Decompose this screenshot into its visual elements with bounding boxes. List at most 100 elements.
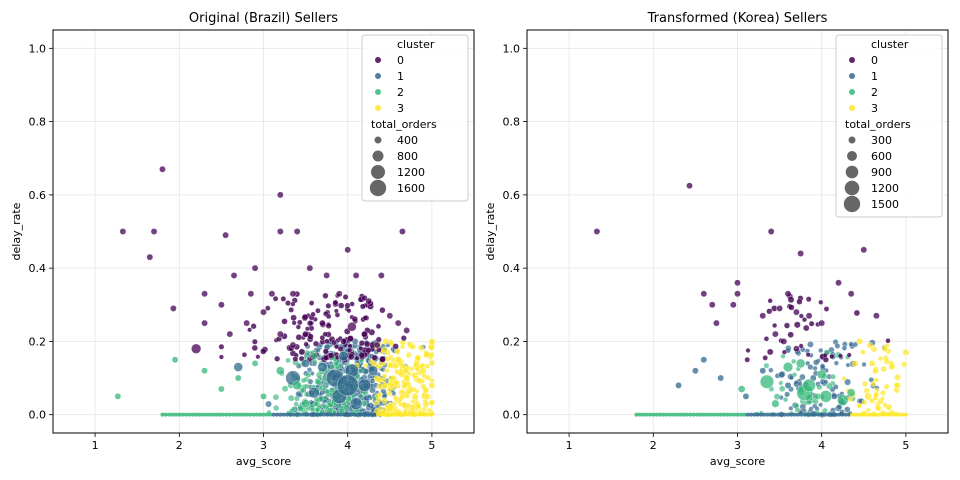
y-tick-label: 0.8: [503, 116, 521, 129]
scatter-point: [846, 412, 851, 417]
scatter-point: [791, 358, 797, 364]
scatter-point: [300, 377, 307, 384]
scatter-point: [419, 412, 424, 417]
scatter-point: [413, 362, 419, 368]
scatter-point: [358, 351, 366, 359]
scatter-point: [873, 377, 879, 383]
scatter-point: [197, 412, 202, 417]
scatter-point: [295, 324, 301, 330]
scatter-point: [769, 412, 774, 417]
scatter-point: [324, 338, 330, 345]
scatter-point: [654, 412, 659, 417]
scatter-point: [737, 385, 746, 393]
scatter-point: [312, 412, 317, 417]
legend-title-size: total_orders: [371, 118, 437, 131]
scatter-point: [399, 393, 406, 400]
scatter-point: [357, 378, 372, 392]
x-tick-label: 5: [902, 439, 909, 452]
legend-size-marker: [843, 195, 861, 213]
x-tick-label: 1: [92, 439, 99, 452]
scatter-point: [244, 412, 249, 417]
scatter-point: [846, 388, 856, 397]
scatter-point: [841, 345, 848, 351]
scatter-point: [281, 385, 289, 392]
scatter-point: [429, 412, 434, 417]
scatter-points: [593, 182, 910, 411]
scatter-point: [713, 319, 720, 327]
legend-label: 1: [871, 70, 878, 83]
legend-size-label: 1200: [871, 182, 899, 195]
scatter-point: [897, 412, 902, 417]
scatter-point: [289, 341, 297, 349]
scatter-point: [866, 412, 871, 417]
scatter-point: [772, 330, 779, 338]
scatter-point: [289, 408, 295, 414]
scatter-point: [801, 317, 808, 323]
legend-size-marker: [371, 165, 385, 179]
scatter-point: [853, 412, 858, 417]
scatter-point: [342, 412, 347, 417]
scatter-point: [763, 362, 770, 369]
scatter-point: [883, 383, 890, 390]
scatter-point: [352, 412, 357, 417]
scatter-point: [637, 412, 642, 417]
scatter-point: [218, 301, 225, 309]
scatter-point: [772, 412, 777, 417]
scatter-point: [678, 412, 683, 417]
scatter-point: [250, 323, 257, 330]
scatter-point: [745, 412, 750, 417]
scatter-point: [243, 319, 250, 327]
scatter-point: [290, 301, 296, 307]
scatter-point: [664, 412, 669, 417]
scatter-point: [820, 363, 826, 369]
scatter-point: [423, 350, 431, 358]
x-tick-label: 3: [260, 439, 267, 452]
legend-label: 2: [871, 86, 878, 99]
scatter-point: [252, 338, 258, 345]
scatter-point: [173, 412, 178, 417]
scatter-point: [254, 412, 259, 417]
scatter-point: [744, 356, 750, 363]
scatter-point: [768, 367, 774, 373]
scatter-point: [369, 386, 376, 394]
scatter-point: [347, 335, 354, 343]
scatter-point: [362, 315, 369, 321]
scatter-point: [406, 389, 412, 395]
scatter-point: [231, 412, 236, 417]
scatter-point: [860, 246, 868, 254]
scatter-point: [373, 400, 380, 406]
chart-title: Transformed (Korea) Sellers: [647, 11, 828, 26]
scatter-point: [833, 360, 839, 366]
scatter-point: [661, 412, 666, 417]
scatter-point: [335, 412, 340, 417]
scatter-point: [829, 412, 834, 417]
legend-label: 3: [397, 102, 404, 115]
scatter-point: [287, 394, 295, 402]
scatter-point: [268, 412, 273, 417]
scatter-point: [428, 399, 435, 406]
scatter-point: [322, 395, 328, 401]
scatter-point: [428, 382, 436, 389]
scatter-point: [310, 311, 316, 318]
scatter-point: [309, 406, 316, 413]
scatter-point: [355, 412, 360, 417]
scatter-point: [420, 367, 427, 375]
scatter-point: [394, 369, 400, 375]
scatter-point: [295, 334, 303, 341]
y-axis-label: delay_rate: [10, 202, 23, 260]
scatter-point: [759, 374, 774, 389]
legend: cluster 0 1 2 3 total_orders 300 600 900 1200 1500: [835, 34, 943, 218]
scatter-point: [402, 412, 407, 417]
scatter-point: [403, 327, 410, 334]
scatter-point: [381, 397, 388, 404]
scatter-point: [119, 228, 127, 235]
scatter-point: [423, 412, 428, 417]
scatter-point: [835, 279, 842, 287]
scatter-zero-row: [634, 412, 908, 417]
legend-size-label: 1600: [397, 182, 425, 195]
scatter-point: [823, 412, 828, 417]
scatter-point: [218, 385, 225, 393]
scatter-point: [803, 324, 810, 332]
scatter-point: [805, 352, 811, 358]
